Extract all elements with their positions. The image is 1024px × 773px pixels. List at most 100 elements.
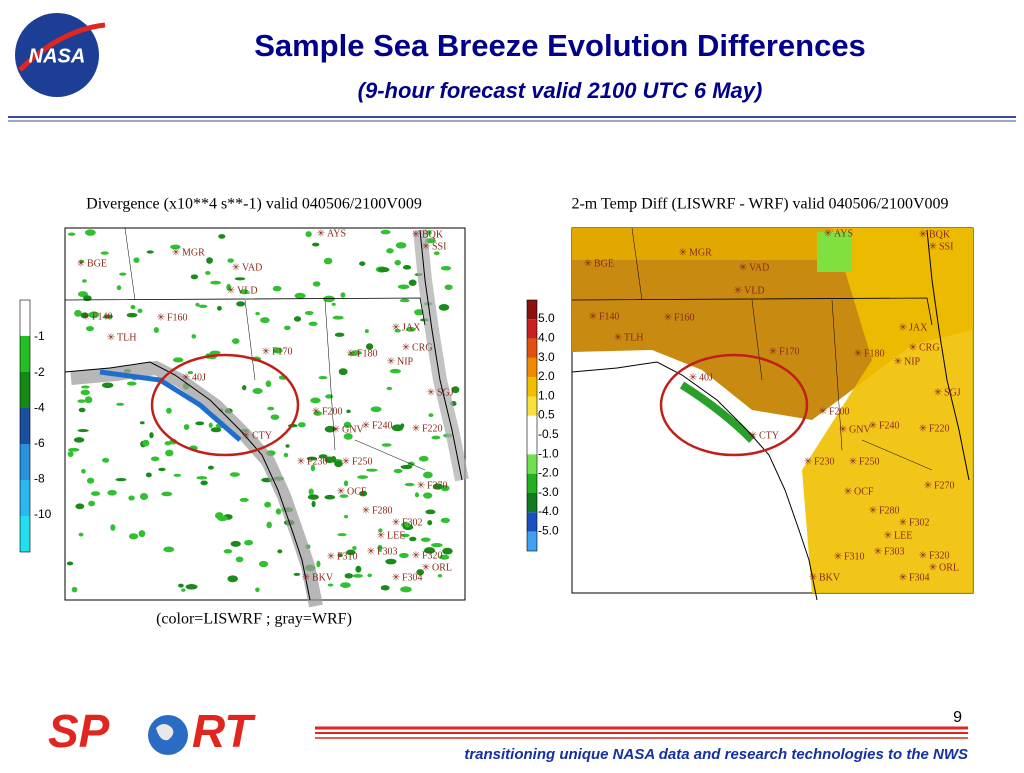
divergence-cell [205,271,211,275]
divergence-cell [346,549,356,556]
divergence-cell [100,251,109,255]
divergence-cell [324,425,336,433]
divergence-cell [75,503,85,510]
colorbar-label: -1 [34,329,45,343]
divergence-cell [267,406,275,411]
divergence-cell [327,583,334,587]
station-marker: ✳ [377,530,385,541]
divergence-cell [423,547,436,554]
divergence-cell [414,492,419,498]
divergence-cell [377,544,383,552]
colorbar-cell [527,377,537,397]
station-marker: ✳ [157,312,165,323]
station-marker: ✳ [242,430,250,441]
station-marker: ✳ [929,562,937,573]
divergence-cell [133,257,140,263]
divergence-cell [210,280,221,285]
colorbar-cell [20,498,30,516]
mild-area [802,228,973,593]
station-label: F310 [844,551,865,562]
divergence-cell [364,329,369,334]
divergence-cell [313,411,322,416]
station-label: VAD [242,262,262,273]
divergence-cell [408,279,417,286]
divergence-cell [444,284,453,290]
station-marker: ✳ [909,342,917,353]
logo-text: SP [48,705,110,757]
divergence-cell [393,468,403,474]
station-marker: ✳ [929,241,937,252]
station-label: BGE [87,258,107,269]
divergence-cell [399,298,410,303]
station-label: F304 [909,572,930,583]
station-label: BQK [929,229,951,240]
divergence-cell [451,386,460,394]
divergence-cell [255,312,260,316]
divergence-cell [85,326,95,332]
divergence-cell [74,309,82,317]
divergence-cell [343,433,353,440]
station-marker: ✳ [854,348,862,359]
divergence-cell [239,497,249,502]
station-label: ORL [432,562,452,573]
divergence-cell [78,407,86,413]
divergence-cell [230,540,241,547]
divergence-cell [431,435,441,440]
divergence-cell [277,549,283,554]
divergence-cell [266,521,272,529]
station-label: TLH [117,332,136,343]
divergence-cell [414,309,425,316]
station-marker: ✳ [749,430,757,441]
divergence-cell [380,229,391,235]
divergence-cell [394,328,401,333]
divergence-cell [264,501,272,508]
station-label: LEE [387,530,405,541]
station-marker: ✳ [82,311,90,322]
divergence-cell [380,585,390,591]
divergence-cell [234,277,246,281]
station-marker: ✳ [769,346,777,357]
station-marker: ✳ [824,228,832,239]
colorbar-cell [20,354,30,372]
divergence-cell [334,460,343,468]
divergence-cell [84,396,93,404]
station-marker: ✳ [839,424,847,435]
temp-diff-map: ✳ AYS ✳ BQK✳ SSI✳ MGR✳ BGE ✳ VAD✳ VLD✳ F140 ✳ F160✳ T… [571,227,974,601]
station-label: F240 [879,420,900,431]
divergence-cell [343,421,352,429]
footer-stripes [315,726,968,739]
station-marker: ✳ [77,258,85,269]
divergence-cell [381,443,392,447]
colorbar-cell [20,534,30,552]
divergence-cell [428,413,434,418]
station-marker: ✳ [297,456,305,467]
colorbar-label: 0.5 [538,408,555,422]
colorbar-label: -6 [34,436,45,450]
nasa-text: NASA [29,45,86,67]
divergence-cell [116,402,125,406]
station-label: JAX [909,322,928,333]
station-marker: ✳ [664,312,672,323]
divergence-cell [190,274,199,280]
divergence-cell [166,407,172,414]
divergence-cell [423,492,433,499]
station-label: VLD [237,285,258,296]
divergence-cell [332,315,344,320]
divergence-cell [409,536,417,542]
page-number: 9 [953,709,962,726]
divergence-cell [185,584,198,590]
station-marker: ✳ [849,456,857,467]
tagline: transitioning unique NASA data and resea… [464,746,968,763]
divergence-cell [405,327,416,332]
divergence-cell [196,476,208,480]
divergence-cell [270,414,280,420]
station-marker: ✳ [869,505,877,516]
divergence-cell [438,303,450,311]
divergence-cell [231,338,240,344]
divergence-cell [226,283,231,291]
colorbar-cell [527,531,537,551]
station-label: MGR [689,247,712,258]
station-marker: ✳ [417,480,425,491]
station-marker: ✳ [844,486,852,497]
divergence-cell [416,569,425,576]
